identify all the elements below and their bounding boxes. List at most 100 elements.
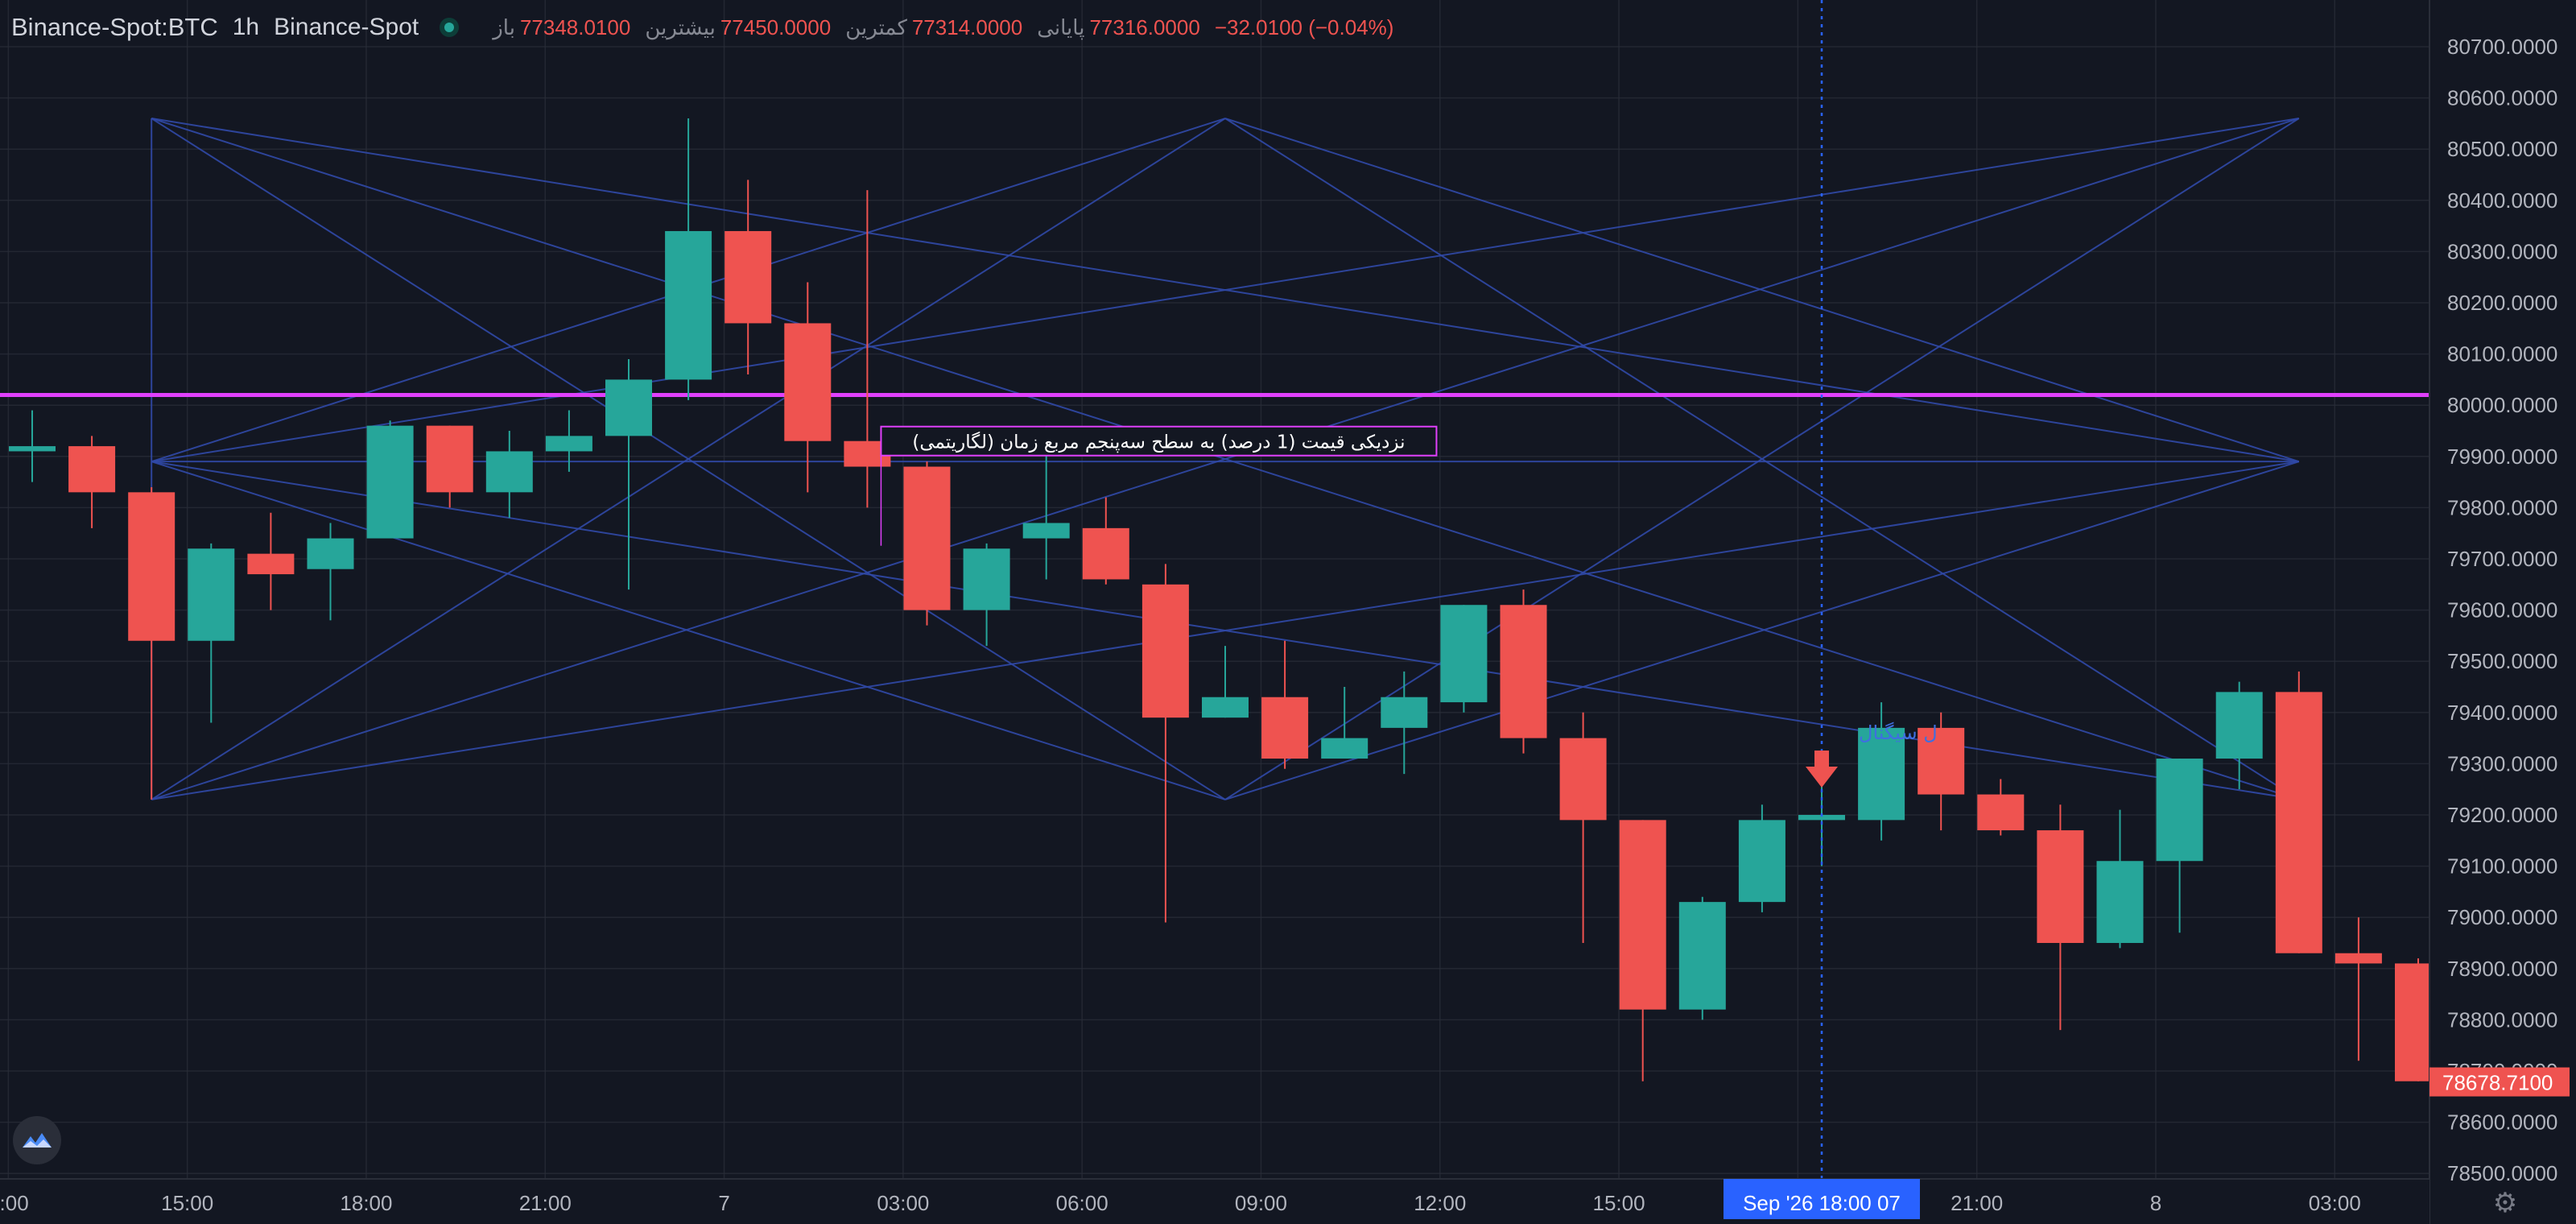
candle-body [9, 446, 56, 452]
time-tick-label: 7 [718, 1191, 729, 1215]
open-value: 77348.0100 [519, 14, 631, 39]
candle-body [2096, 861, 2144, 943]
candle-up [307, 523, 354, 621]
candle-down [2037, 804, 2084, 1031]
candle-down [1082, 497, 1129, 585]
exchange-label: Binance-Spot [274, 14, 419, 40]
candle-body [1500, 605, 1547, 738]
candle-up [605, 358, 652, 590]
candle-body [2334, 953, 2382, 964]
price-tick-label: 80600.0000 [2447, 86, 2557, 110]
low-label: کمترین [845, 14, 907, 39]
time-tick-label: 15:00 [1593, 1191, 1645, 1215]
candle-body [2215, 692, 2263, 759]
candle-body [1559, 738, 1607, 821]
candle-up [1738, 804, 1785, 912]
price-tick-label: 80500.0000 [2447, 137, 2557, 161]
price-tick-label: 78500.0000 [2447, 1161, 2557, 1185]
time-tick-label: 8 [2150, 1191, 2161, 1215]
price-tick-label: 79400.0000 [2447, 701, 2557, 725]
ohlc-legend: −32.0100 (−0.04%) 77316.0000 پایانی 7731… [493, 15, 1403, 40]
price-tick-label: 79700.0000 [2447, 547, 2557, 571]
time-tick-label: 03:00 [2309, 1191, 2361, 1215]
candle-body [1858, 727, 1905, 821]
price-tick-label: 78800.0000 [2447, 1007, 2557, 1032]
candle-body [1082, 527, 1129, 580]
price-axis[interactable]: 80700.0000 80600.0000 80500.0000 80400.0000… [2429, 0, 2576, 1224]
time-tick-label: 2:00 [0, 1191, 29, 1215]
time-tick-label: 12:00 [1414, 1191, 1466, 1215]
candle-body [1202, 697, 1249, 718]
gann-line [151, 118, 1226, 800]
settings-gear-icon[interactable]: ⚙ [2492, 1188, 2518, 1218]
candle-up [188, 543, 235, 723]
price-tick-label: 79800.0000 [2447, 495, 2557, 519]
price-tick-label: 80300.0000 [2447, 239, 2557, 263]
candle-body [307, 538, 354, 569]
price-tick-label: 80400.0000 [2447, 188, 2557, 213]
candle-body [724, 230, 772, 324]
price-axis-bg [2429, 0, 2576, 1224]
interval-label[interactable]: 1h [232, 14, 260, 40]
price-tick-label: 80000.0000 [2447, 393, 2557, 417]
candle-down [1619, 820, 1666, 1081]
candle-up [1321, 687, 1368, 759]
candle-down [1918, 712, 1965, 831]
candle-down [128, 486, 175, 800]
candle-down [68, 436, 116, 528]
candle-up [1022, 446, 1070, 580]
grid [0, 0, 2429, 1179]
market-status-icon [440, 18, 460, 37]
close-value: 77316.0000 [1089, 14, 1200, 39]
candle-up [1202, 646, 1249, 718]
candle-body [1798, 815, 1845, 821]
time-axis-bg [0, 1179, 2429, 1224]
low-value: 77314.0000 [911, 14, 1023, 39]
crosshair-time-badge [1724, 1179, 1920, 1219]
symbol-name[interactable]: Binance-Spot:BTC [11, 13, 218, 41]
candle-body [545, 436, 592, 452]
gann-line [1224, 118, 2300, 800]
price-tick-label: 78900.0000 [2447, 957, 2557, 981]
price-tick-label: 79900.0000 [2447, 445, 2557, 469]
annotation-box [880, 425, 1438, 457]
candle-down [784, 282, 832, 493]
last-price-badge [2429, 1067, 2570, 1097]
candle-body [426, 425, 473, 493]
candle-body [128, 492, 175, 641]
high-label: بیشترین [645, 14, 716, 39]
candle-down [1977, 779, 2025, 836]
time-axis[interactable]: 2:00 15:00 18:00 21:00 7 03:00 06:00 09:00 12:00… [0, 1178, 2429, 1224]
candle-body [1381, 697, 1428, 728]
open-label: باز [493, 14, 515, 39]
candle-body [963, 548, 1010, 610]
price-tick-label: 80100.0000 [2447, 342, 2557, 366]
price-tick-label: 79500.0000 [2447, 649, 2557, 673]
candle-body [68, 446, 116, 493]
candle-up [545, 410, 592, 472]
price-tick-label: 80200.0000 [2447, 291, 2557, 315]
candle-down [1559, 712, 1607, 943]
candles [9, 118, 2442, 1081]
candle-up [366, 420, 414, 539]
candle-body [366, 425, 414, 539]
candle-down [2334, 917, 2382, 1061]
candle-down [903, 461, 951, 626]
price-tick-label: 79200.0000 [2447, 803, 2557, 827]
candle-body [1977, 794, 2025, 831]
candle-body [1678, 902, 1726, 1010]
gann-line [151, 461, 1226, 800]
candle-up [485, 431, 533, 519]
candle-up [665, 118, 712, 400]
price-tick-label: 80700.0000 [2447, 35, 2557, 59]
candle-up [2096, 809, 2144, 949]
candle-body [2156, 759, 2203, 862]
last-price-label: 78678.7100 [2442, 1071, 2553, 1095]
candle-up [1678, 896, 1726, 1020]
price-tick-label: 79300.0000 [2447, 751, 2557, 775]
tradingview-logo-icon[interactable] [13, 1116, 61, 1164]
change-value: −32.0100 (−0.04%) [1214, 14, 1394, 39]
candle-down [1141, 564, 1189, 923]
